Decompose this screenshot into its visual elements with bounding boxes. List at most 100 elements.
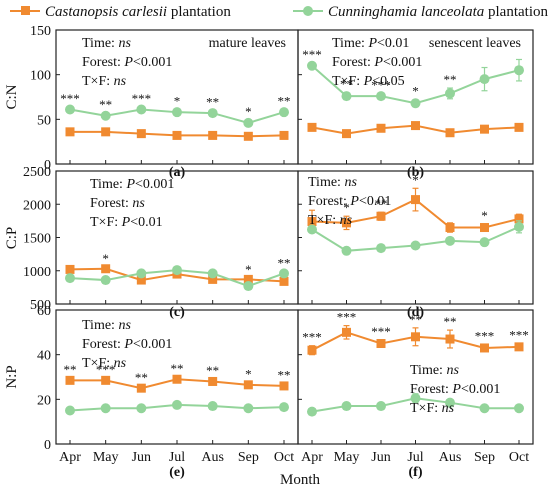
point-f-1-0 [307, 406, 317, 417]
stat-e-2-head: T×F: [82, 356, 114, 371]
point-f-1-4 [445, 397, 455, 408]
ytick-label-a-3: 150 [30, 24, 51, 39]
xtick-label-f-3: Jul [407, 450, 423, 465]
stat-e-1-value: <0.001 [133, 337, 172, 352]
point-a-0-1 [101, 127, 111, 137]
legend-lanceolata-label: Cunninghamia lanceolata plantation [328, 4, 548, 20]
stat-a-2-value: ns [114, 74, 127, 89]
ytick-label-a-2: 100 [30, 69, 51, 84]
ytick-label-e-2: 40 [37, 349, 51, 364]
point-f-1-2 [376, 401, 386, 412]
sig-f-0: *** [302, 330, 322, 345]
ytick-label-e-0: 0 [44, 438, 51, 453]
sig-b-1: ** [340, 77, 353, 92]
ytick-label-c-0: 500 [30, 298, 51, 313]
stat-c-2-p: P [121, 215, 131, 230]
stat-d-2: T×F: ns [308, 213, 353, 228]
sig-c-1: * [102, 251, 109, 266]
point-d-1-5 [479, 237, 490, 248]
ytick-label-e-3: 60 [37, 304, 51, 319]
series-d-1 [307, 220, 524, 256]
stat-a-1-value: <0.001 [133, 55, 172, 70]
sig-f-3: ** [409, 312, 422, 327]
point-c-0-5 [243, 274, 253, 284]
point-b-1-5 [479, 74, 490, 85]
point-d-1-3 [410, 240, 421, 251]
point-e-1-6 [279, 402, 289, 413]
stat-b-2-p: P [363, 74, 373, 89]
stat-e-1-p: P [123, 337, 133, 352]
point-f-0-6 [514, 342, 524, 352]
sig-b-2: *** [371, 77, 391, 92]
stat-c-0-value: <0.001 [135, 177, 174, 192]
stat-e-2-value: ns [114, 356, 127, 371]
stat-e-0-value: ns [118, 318, 131, 333]
stat-d-0-value: ns [344, 175, 357, 190]
point-e-0-3 [172, 374, 182, 384]
stat-c-2-value: <0.01 [130, 215, 162, 230]
point-d-0-5 [480, 223, 489, 233]
legend-lanceolata: Cunninghamia lanceolata plantation [293, 4, 548, 20]
xtick-label-f-6: Oct [509, 450, 529, 465]
point-b-0-0 [307, 122, 317, 132]
series-f-1 [307, 393, 524, 417]
stat-f-2: T×F: ns [410, 401, 455, 416]
series-e-0 [65, 374, 289, 393]
ylabel-cp: C:P [4, 227, 20, 250]
point-c-1-0 [65, 273, 75, 284]
stat-f-0-head: Time: [410, 363, 446, 378]
point-e-0-1 [101, 375, 111, 385]
sig-e-4: ** [206, 363, 219, 378]
point-a-0-5 [243, 131, 253, 141]
xtick-label-e-6: Oct [274, 450, 294, 465]
stat-b-0-head: Time: [332, 36, 368, 51]
stat-a-2: T×F: ns [82, 74, 127, 89]
sig-e-3: ** [171, 361, 184, 376]
xtick-label-e-3: Jul [169, 450, 185, 465]
xtick-label-f-0: Apr [301, 450, 323, 465]
stat-b-1-p: P [373, 55, 383, 70]
stat-d-0-head: Time: [308, 175, 344, 190]
sig-b-4: ** [444, 72, 457, 87]
stat-f-2-value: ns [442, 401, 455, 416]
point-c-1-4 [207, 268, 218, 279]
sig-d-3: * [412, 172, 419, 187]
stat-a-1-head: Forest: [82, 55, 124, 70]
point-e-1-2 [136, 403, 147, 414]
point-e-1-5 [243, 403, 254, 414]
point-f-1-3 [410, 393, 421, 404]
point-b-0-2 [376, 123, 386, 133]
sig-a-2: *** [132, 91, 152, 106]
stat-b-1-value: <0.001 [383, 55, 422, 70]
point-d-0-0 [307, 217, 317, 227]
xtick-label-e-2: Jun [132, 450, 151, 465]
xtick-label-e-0: Apr [59, 450, 81, 465]
stat-f-0-value: ns [446, 363, 459, 378]
stat-d-1-value: <0.01 [359, 194, 391, 209]
stats-a: Time: ns Forest: P<0.001 T×F: ns [82, 36, 172, 89]
series-b-0 [307, 121, 524, 139]
point-d-0-2 [376, 211, 386, 221]
stats-e: Time: ns Forest: P<0.001 T×F: ns [82, 318, 172, 371]
point-c-0-0 [65, 264, 75, 274]
stat-c-1-value: ns [132, 196, 145, 211]
ylabel-cn: C:N [4, 84, 20, 109]
point-f-1-5 [479, 403, 490, 414]
panel-label-d: (d) [407, 305, 424, 320]
point-a-0-2 [136, 129, 146, 139]
point-c-1-6 [279, 268, 289, 279]
stat-e-1: Forest: P<0.001 [82, 337, 172, 352]
point-a-1-3 [172, 107, 182, 118]
legend-lanceolata-suffix: plantation [484, 4, 548, 20]
stat-b-2-value: <0.05 [372, 74, 404, 89]
point-e-0-2 [136, 383, 146, 393]
panel-f: Apr May Jun Jul Aus Sep Oct*********** ***** ***… [297, 309, 534, 480]
stat-c-2-head: T×F: [90, 215, 122, 230]
point-a-1-2 [136, 104, 147, 115]
stat-f-2-head: T×F: [410, 401, 442, 416]
